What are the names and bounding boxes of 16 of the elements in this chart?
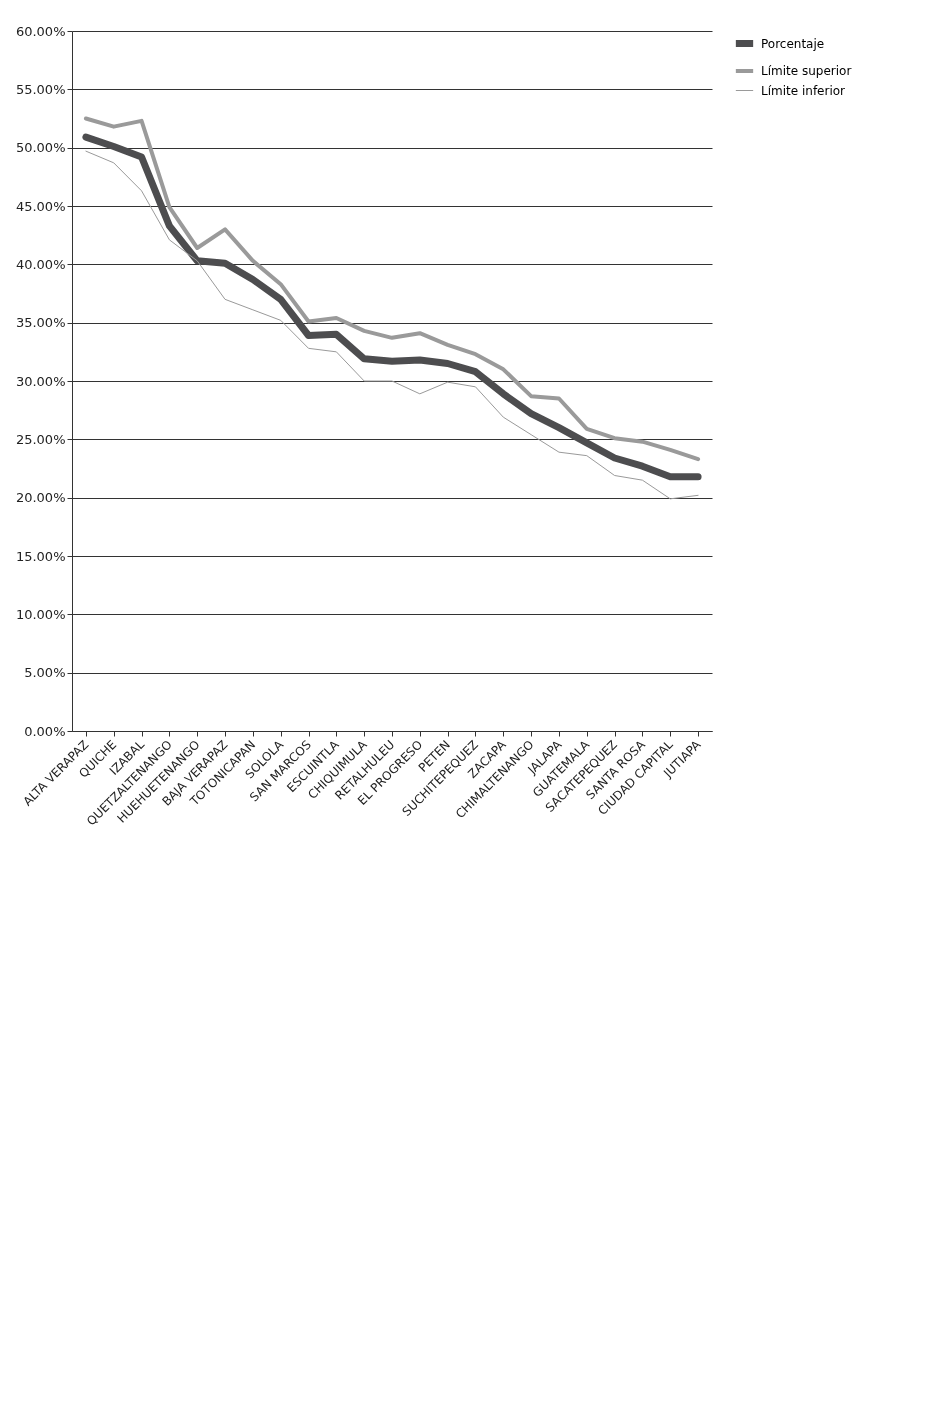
y-tick-label: 20.00% <box>15 490 66 506</box>
legend-label: Límite superior <box>761 64 852 78</box>
y-tick-label: 25.00% <box>15 431 66 447</box>
y-tick-label: 30.00% <box>15 373 66 389</box>
y-tick-label: 55.00% <box>15 81 66 97</box>
y-tick-label: 45.00% <box>15 198 66 214</box>
y-tick-label: 50.00% <box>15 140 66 156</box>
legend-label: Porcentaje <box>761 36 825 51</box>
y-tick-label: 10.00% <box>15 606 66 622</box>
y-tick-label: 15.00% <box>15 548 66 564</box>
y-tick-label: 40.00% <box>15 256 66 272</box>
legend-label: Límite inferior <box>761 83 846 98</box>
y-tick-label: 0.00% <box>24 723 66 739</box>
y-tick-label: 5.00% <box>24 665 66 681</box>
y-tick-label: 35.00% <box>15 315 66 331</box>
y-tick-label: 60.00% <box>15 23 66 39</box>
